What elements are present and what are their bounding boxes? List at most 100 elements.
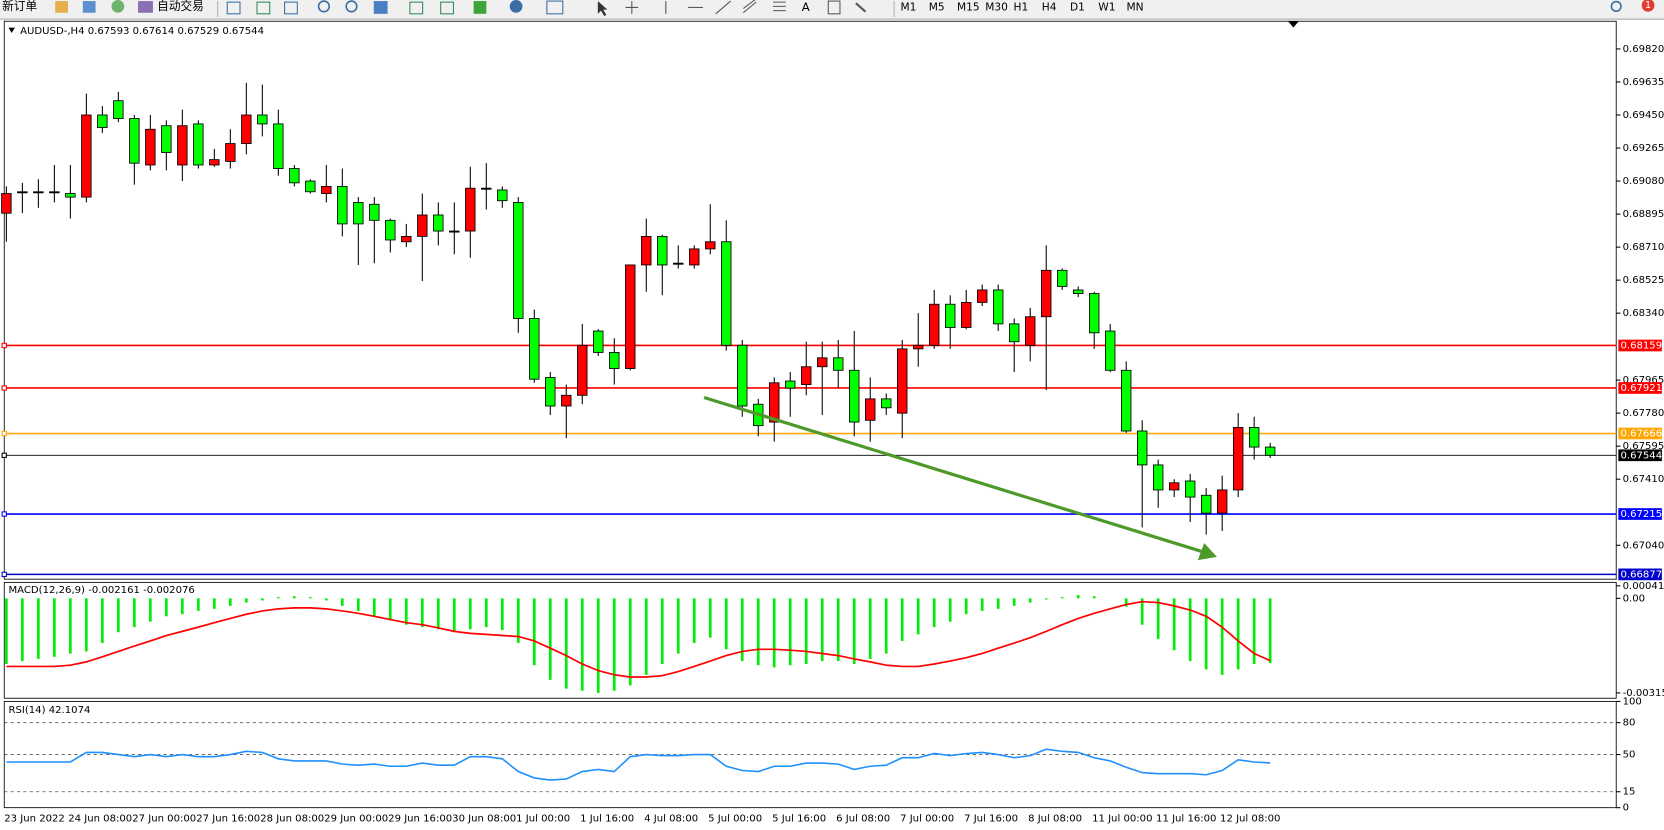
label-tool[interactable] [827,0,841,15]
candle-body [881,398,892,409]
icon[interactable] [473,1,487,14]
candle-body [961,302,972,328]
channel-tool[interactable] [742,0,757,14]
main-title: AUDUSD-,H4 0.67593 0.67614 0.67529 0.675… [20,26,264,37]
timeframe-button[interactable]: H4 [1042,0,1057,13]
notification-badge[interactable] [1641,0,1655,12]
icon[interactable] [284,1,298,15]
y-tick-label: 0.69635 [1623,77,1664,88]
x-tick-label: 1 Jul 00:00 [516,813,570,824]
timeframe-button[interactable]: M5 [929,0,945,13]
price-line-handle [1,452,7,458]
macd-chart: 0.0004160.00 -0.003153 [5,581,1664,699]
icon[interactable] [546,0,564,15]
cursor-tool[interactable] [597,1,608,16]
price-label-bg [1618,449,1662,462]
timeframe-button[interactable]: M1 [900,0,916,13]
icon[interactable] [138,1,153,13]
timeframe-button[interactable]: MN [1126,0,1143,13]
x-tick-label: 11 Jul 00:00 [1092,813,1152,824]
price-label-bg [1618,568,1662,581]
x-tick-label: 12 Jul 08:00 [1220,813,1280,824]
candle-body [81,114,92,198]
candle-body [241,114,252,144]
arrows-tool[interactable] [855,2,867,13]
candle-body [801,366,812,386]
candle-body [849,369,860,423]
x-tick-label: 6 Jul 08:00 [836,813,890,824]
new-order-button[interactable]: 新订单 [2,0,37,13]
auto-trading-button[interactable]: 自动交易 [157,0,204,13]
timeframe-button[interactable]: M30 [985,0,1008,13]
icon[interactable] [440,1,454,15]
timeframe-button[interactable]: D1 [1070,0,1085,13]
candle-body [449,230,460,233]
candle-body [161,125,172,153]
x-tick-label: 29 Jun 00:00 [324,813,388,824]
main-chart: 0.69820 0.69635 0.69450 0.69265 0.69080 0.688… [1,44,1664,581]
candle-body [1136,430,1148,466]
timeframe-bar: M1 M5 M15 M30 H1 H4 D1 W1 MN [900,0,1143,13]
symbol-menu[interactable] [8,27,15,33]
fibo-tool[interactable] [773,1,786,12]
x-tick-label: 29 Jun 16:00 [388,813,452,824]
y-tick-label: 0.67780 [1623,408,1664,419]
notification-count: 1 [1645,0,1651,11]
icon[interactable] [256,1,271,15]
trend-arrow-head [1197,543,1217,561]
icon[interactable] [226,1,241,15]
candle-body [337,185,348,225]
candle-body [1073,289,1084,294]
text-tool[interactable]: A [802,0,810,14]
candle-body [113,100,124,119]
signal-line [6,600,1271,678]
timeframe-button[interactable]: H1 [1013,0,1028,13]
icon[interactable] [55,1,68,13]
timeframe-button[interactable]: W1 [1098,0,1115,13]
candle-body [129,118,140,164]
candle-body [369,203,380,221]
icon[interactable] [409,1,424,15]
icon[interactable] [82,1,96,13]
price-label-bg [1618,427,1662,440]
candle-body [1248,427,1260,448]
candle-body [609,352,620,369]
candle-body [1264,446,1276,456]
icon[interactable] [111,0,125,13]
candle-body [529,318,540,380]
y-tick-label: 0.68710 [1623,242,1664,253]
trendline-tool[interactable] [715,0,731,15]
chart-shift-marker[interactable] [1288,21,1299,28]
candle-body [897,348,908,414]
rsi-title: RSI(14) 42.1074 [8,705,90,716]
crosshair-tool[interactable] [625,1,639,14]
zoom-out[interactable] [345,0,358,13]
candle-body [49,191,60,194]
candle-body [1120,369,1132,432]
candle-body [17,191,28,194]
icon[interactable] [509,0,523,13]
candle-body [1168,482,1180,491]
price-label-bg [1618,382,1662,394]
timeframe-button[interactable]: M15 [957,0,980,13]
trend-arrow [703,395,1203,554]
rsi-line [6,748,1271,781]
zoom-in[interactable] [317,0,330,13]
y-tick-label: 80 [1623,718,1636,729]
candle-body [353,202,364,225]
candle-body [577,344,588,396]
y-tick-label: 0.67965 [1623,375,1664,386]
y-tick-label: 0.69080 [1623,176,1664,187]
candle-body [977,289,988,303]
macd-panel [3,581,1617,699]
candle-body [1200,494,1212,514]
candle-body [737,344,748,407]
x-tick-label: 11 Jul 16:00 [1156,813,1216,824]
candle-body [945,303,956,328]
icon[interactable] [373,1,388,14]
main-panel [3,20,1617,580]
y-tick-label: 0.000416 [1623,581,1664,592]
search-button[interactable] [1610,0,1622,12]
candle-body [465,187,476,232]
x-tick-label: 27 Jun 00:00 [132,813,196,824]
